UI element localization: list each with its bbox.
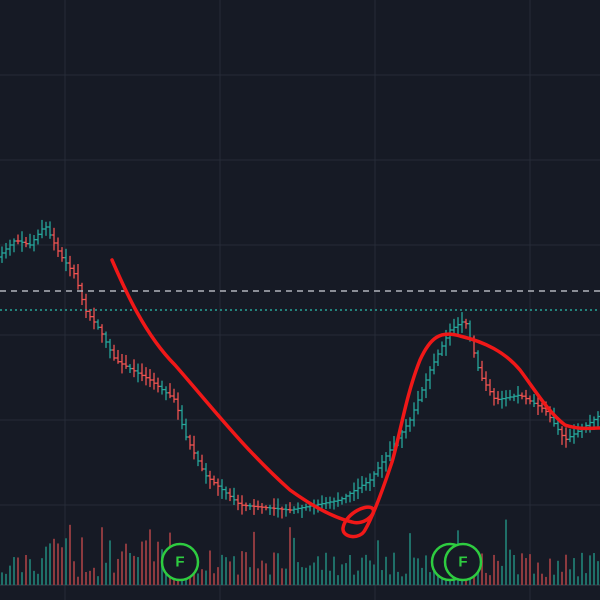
marker-label: F	[175, 554, 184, 571]
marker-label: F	[458, 554, 467, 571]
marker[interactable]: F	[443, 542, 483, 582]
marker-circle	[160, 542, 200, 582]
marker-circle	[443, 542, 483, 582]
price-bars	[0, 219, 600, 585]
marker[interactable]: F	[160, 542, 200, 582]
drawing-line	[110, 258, 600, 539]
